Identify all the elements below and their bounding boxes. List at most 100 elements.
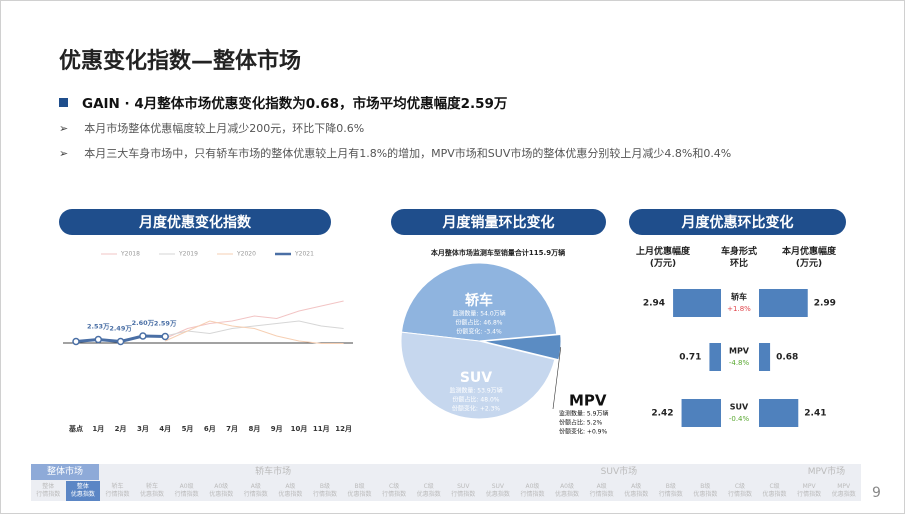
footer-item-label: 优惠指数 (416, 491, 441, 498)
footer-item[interactable]: B级 优惠指数 (342, 481, 377, 501)
x-tick-label: 11月 (313, 425, 330, 433)
footer-item[interactable]: A0级 优惠指数 (204, 481, 239, 501)
panel-title: 月度优惠变化指数 (138, 214, 252, 231)
footer-item[interactable]: A0级 行情指数 (515, 481, 550, 501)
footer-item-label: 优惠指数 (485, 491, 510, 498)
column-header: 本月优惠幅度(万元) (781, 247, 836, 269)
footer-item-label: 行情指数 (589, 491, 614, 498)
footer-item-label: 优惠指数 (624, 491, 649, 498)
slice-detail: 监测数量: 54.0万辆 (452, 310, 505, 318)
footer-item[interactable]: A级 行情指数 (584, 481, 619, 501)
column-header: 车身形式环比 (720, 247, 757, 269)
bullet: 本月市场整体优惠幅度较上月减少200元，环比下降0.6% (59, 120, 364, 136)
panel-title-bg (629, 209, 846, 235)
footer-item-segment: C级 (734, 483, 746, 490)
footer-item[interactable]: 轿车 优惠指数 (135, 481, 170, 501)
footer-item-segment: MPV (802, 483, 816, 490)
slice-detail: 份额变化: +2.3% (452, 405, 500, 413)
footer-item-label: 行情指数 (658, 491, 683, 498)
footer-item-label: 优惠指数 (140, 491, 165, 498)
bar (759, 289, 808, 317)
category-label: 轿车 (731, 292, 747, 302)
footer-tab[interactable]: MPV市场 (807, 467, 846, 477)
footer-item-label: 行情指数 (243, 491, 268, 498)
data-label: 2.53万 (87, 323, 110, 331)
x-tick-label: 8月 (248, 425, 260, 433)
footer-item-segment: B级 (319, 483, 330, 490)
data-label: 2.59万 (154, 320, 177, 328)
change-label: +1.8% (727, 305, 751, 313)
bar (759, 343, 771, 371)
legend-label: Y2019 (178, 251, 198, 258)
footer-item[interactable]: A级 优惠指数 (619, 481, 654, 501)
footer-item-segment: A0级 (179, 483, 194, 490)
footer-item[interactable]: B级 行情指数 (654, 481, 689, 501)
footer-item[interactable]: A级 优惠指数 (273, 481, 308, 501)
footer-item-segment: C级 (769, 483, 780, 490)
panel-title: 月度优惠环比变化 (681, 214, 794, 231)
footer-item[interactable]: 整体 行情指数 (31, 481, 66, 501)
series-line (164, 320, 344, 344)
slice-detail: 监测数量: 5.9万辆 (559, 410, 608, 418)
footer-tab[interactable]: SUV市场 (600, 467, 638, 477)
slice-detail: 份额占比: 48.0% (453, 396, 500, 404)
series-line (165, 320, 344, 337)
footer-item-label: 行情指数 (174, 491, 199, 498)
pie-slice (482, 333, 562, 361)
footer-item-label: 优惠指数 (347, 491, 372, 498)
footer-tab[interactable]: 轿车市场 (255, 467, 292, 477)
footer-item-label: 行情指数 (36, 491, 61, 498)
footer-item-label: 优惠指数 (762, 491, 787, 498)
footer-item-label: 优惠指数 (555, 491, 580, 498)
footer-item[interactable]: A级 行情指数 (239, 481, 274, 501)
slice-label: 轿车 (465, 292, 493, 309)
footer-item[interactable]: C级 优惠指数 (411, 481, 446, 501)
category-label: SUV (730, 403, 749, 412)
footer-item-segment: SUV (491, 483, 505, 490)
column-header: 上月优惠幅度(万元) (635, 247, 690, 269)
footer-item[interactable]: MPV 行情指数 (792, 481, 827, 501)
footer-item[interactable]: MPV 优惠指数 (826, 481, 861, 501)
page-number: 9 (872, 485, 881, 501)
footer-item-segment: A0级 (560, 483, 574, 490)
footer-item-label: 行情指数 (312, 491, 337, 498)
x-tick-label: 12月 (335, 425, 352, 433)
footer-item-segment: C级 (423, 483, 434, 490)
data-label: 2.49万 (109, 325, 132, 333)
line-marker (94, 335, 103, 344)
footer-item-segment: A级 (596, 483, 607, 490)
footer-item[interactable]: SUV 行情指数 (446, 481, 481, 501)
footer-item-label: 优惠指数 (831, 491, 856, 498)
panel-title-bg (59, 209, 331, 235)
footer-item-label: 行情指数 (727, 491, 752, 498)
footer-item[interactable]: 轿车 行情指数 (100, 481, 135, 501)
legend-label: Y2020 (236, 251, 256, 258)
footer-nav: 整体市场 轿车市场 SUV市场 MPV市场 整体 行情指数 整体 优惠指数 轿车 行情指数 轿车 优惠… (31, 464, 861, 501)
bar (681, 399, 721, 427)
line-marker (139, 332, 147, 340)
footer-item[interactable]: SUV 优惠指数 (481, 481, 516, 501)
footer-item-label: 行情指数 (105, 491, 130, 498)
footer-item-segment: B级 (700, 483, 711, 490)
chart-subtitle: 本月整体市场监测车型销量合计115.9万辆 (430, 248, 565, 257)
footer-item-segment: 轿车 (111, 483, 124, 490)
footer-item-label: 优惠指数 (278, 491, 303, 498)
bar (759, 399, 799, 427)
footer-item[interactable]: A0级 优惠指数 (550, 481, 585, 501)
change-label: -0.4% (729, 415, 750, 423)
footer-item[interactable]: A0级 行情指数 (169, 481, 204, 501)
footer-item[interactable]: C级 优惠指数 (757, 481, 792, 501)
line-marker (72, 337, 80, 346)
slice-detail: 份额变化: +0.9% (559, 428, 607, 436)
slice-detail: 份额占比: 5.2% (559, 419, 602, 427)
footer-item[interactable]: B级 行情指数 (308, 481, 343, 501)
footer-item-segment: 轿车 (146, 483, 159, 490)
footer-item[interactable]: B级 优惠指数 (688, 481, 723, 501)
bar-value: 2.94 (643, 299, 665, 309)
footer-item[interactable]: 整体 优惠指数 (65, 481, 101, 501)
footer-item[interactable]: C级 行情指数 (377, 481, 412, 501)
footer-item-label: 行情指数 (520, 491, 545, 498)
footer-tab[interactable]: 整体市场 (31, 464, 99, 480)
bar-value: 0.68 (776, 353, 798, 363)
footer-item[interactable]: C级 行情指数 (723, 481, 758, 501)
